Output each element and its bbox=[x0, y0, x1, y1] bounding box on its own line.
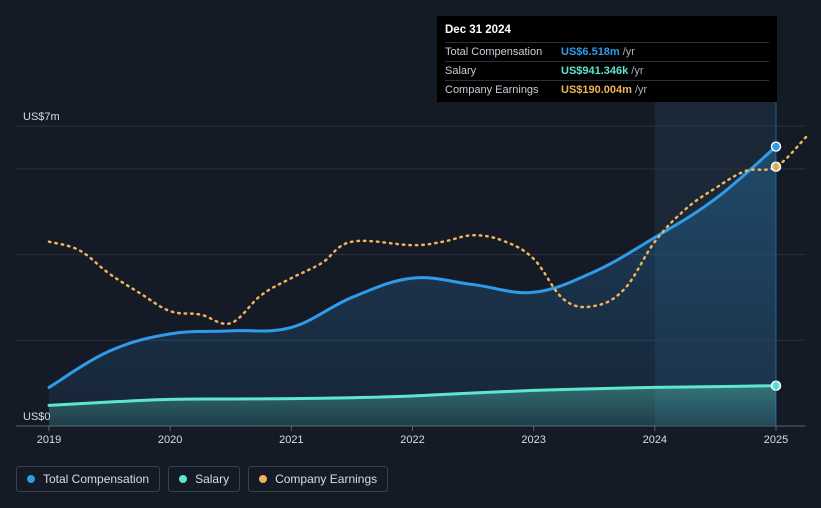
legend-item-total-compensation[interactable]: Total Compensation bbox=[16, 466, 161, 492]
legend-label: Total Compensation bbox=[43, 472, 150, 486]
legend-dot-icon bbox=[27, 475, 35, 483]
x-tick-label: 2024 bbox=[643, 434, 667, 446]
legend-dot-icon bbox=[259, 475, 268, 483]
legend-label: Company Earnings bbox=[275, 472, 378, 486]
tooltip: Dec 31 2024 Total Compensation US$6.518m… bbox=[437, 16, 777, 102]
tooltip-row-salary: Salary US$941.346k /yr bbox=[445, 61, 769, 80]
tooltip-value: US$6.518m bbox=[561, 46, 620, 58]
end-markers bbox=[770, 100, 782, 426]
tooltip-unit: /yr bbox=[631, 65, 644, 77]
tooltip-value: US$190.004m bbox=[561, 84, 632, 96]
line-salary bbox=[47, 384, 778, 407]
y-tick-label: US$7m bbox=[23, 111, 60, 123]
x-tick-label: 2023 bbox=[521, 434, 545, 446]
x-tick-label: 2019 bbox=[37, 434, 61, 446]
tooltip-label: Total Compensation bbox=[445, 46, 543, 58]
x-tick-label: 2022 bbox=[400, 434, 424, 446]
x-tick-label: 2025 bbox=[764, 434, 788, 446]
tooltip-row-company-earnings: Company Earnings US$190.004m /yr bbox=[445, 80, 769, 99]
area-total-compensation bbox=[49, 146, 776, 427]
tooltip-unit: /yr bbox=[634, 84, 648, 96]
legend-item-salary[interactable]: Salary bbox=[168, 466, 241, 492]
legend-dot-icon bbox=[179, 475, 188, 483]
legend-item-company-earnings[interactable]: Company Earnings bbox=[248, 466, 389, 492]
tooltip-label: Company Earnings bbox=[445, 84, 539, 96]
axes: US$7m US$0 2019 2020 2021 2022 2023 2024 2025 bbox=[23, 111, 788, 446]
tooltip-unit: /yr bbox=[622, 46, 635, 58]
tooltip-row-total-compensation: Total Compensation US$6.518m /yr bbox=[445, 42, 769, 61]
line-total-compensation bbox=[47, 145, 778, 389]
legend-label: Salary bbox=[195, 472, 230, 486]
tooltip-label: Salary bbox=[445, 65, 477, 77]
tooltip-date: Dec 31 2024 bbox=[445, 24, 511, 36]
x-tick-label: 2020 bbox=[158, 434, 182, 446]
x-tick-label: 2021 bbox=[279, 434, 303, 446]
area-salary bbox=[49, 385, 776, 426]
legend: Total Compensation Salary Company Earnin… bbox=[16, 466, 389, 492]
line-company-earnings bbox=[47, 135, 808, 326]
y-tick-label: US$0 bbox=[23, 411, 51, 423]
series-areas bbox=[49, 146, 776, 427]
series-lines bbox=[47, 135, 808, 407]
tooltip-value: US$941.346k bbox=[561, 65, 629, 77]
